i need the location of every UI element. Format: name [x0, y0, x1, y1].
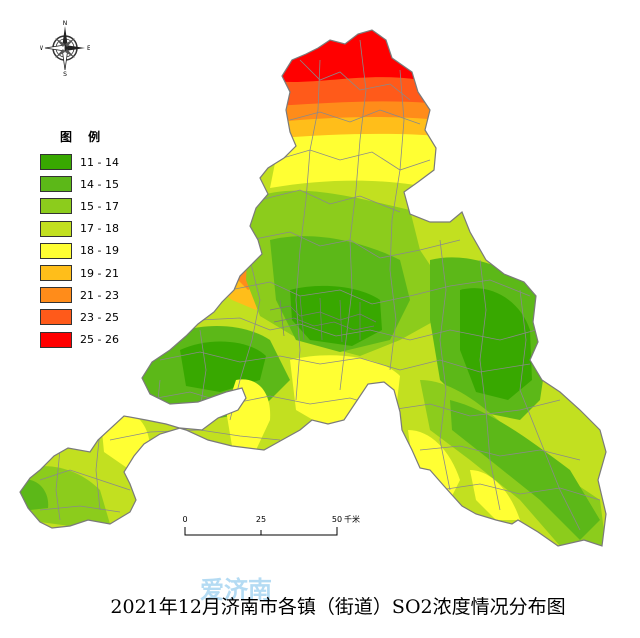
compass-north-point — [62, 26, 68, 48]
compass-east-point — [65, 45, 85, 51]
urban-core-boundaries — [269, 295, 377, 343]
legend-label: 18 - 19 — [80, 244, 119, 258]
legend-label: 17 - 18 — [80, 222, 119, 236]
legend-swatch — [40, 287, 72, 304]
scale-tick-label: 0 — [182, 515, 187, 524]
legend-item: 18 - 19 — [40, 240, 119, 262]
legend-swatch — [40, 198, 72, 215]
legend-label: 14 - 15 — [80, 177, 119, 191]
scale-tick-label: 25 — [256, 515, 266, 524]
legend-label: 23 - 25 — [80, 310, 119, 324]
compass-e-label: E — [87, 45, 90, 52]
watermark-logo: 爱济南 — [200, 576, 272, 604]
legend-label: 19 - 21 — [80, 266, 119, 280]
legend-swatch — [40, 176, 72, 193]
legend-label: 11 - 14 — [80, 155, 119, 169]
scale-tick-label: 50 — [332, 515, 342, 524]
compass-ne-point — [65, 38, 75, 47]
legend-item: 14 - 15 — [40, 173, 119, 195]
legend-swatch — [40, 220, 72, 237]
compass-se-point — [65, 49, 75, 58]
compass-s-label: S — [63, 71, 67, 76]
compass-rose: N S E W — [40, 20, 90, 76]
legend-item: 19 - 21 — [40, 262, 119, 284]
region-outline — [19, 29, 607, 547]
legend-item: 23 - 25 — [40, 306, 119, 328]
legend: 图 例 11 - 14 14 - 15 15 - 17 17 - 18 18 -… — [40, 128, 119, 351]
compass-west-point — [44, 44, 66, 52]
legend-item: 21 - 23 — [40, 284, 119, 306]
compass-sw-point — [55, 49, 65, 58]
legend-swatch — [40, 242, 72, 259]
map-title: 2021年12月济南市各镇（街道）SO2浓度情况分布图 — [110, 596, 566, 618]
legend-swatch — [40, 331, 72, 348]
legend-title: 图 例 — [60, 130, 107, 144]
legend-item: 15 - 17 — [40, 195, 119, 217]
compass-nw-point — [55, 38, 65, 47]
scale-line — [184, 527, 338, 536]
legend-label: 21 - 23 — [80, 288, 119, 302]
legend-item: 17 - 18 — [40, 218, 119, 240]
compass-w-label: W — [40, 45, 43, 52]
scale-unit: 千米 — [344, 514, 360, 524]
scale-bar: 0 25 50 千米 — [182, 514, 360, 536]
legend-item: 25 - 26 — [40, 329, 119, 351]
compass-n-label: N — [63, 20, 68, 27]
legend-label: 25 - 26 — [80, 333, 119, 347]
legend-swatch — [40, 265, 72, 282]
legend-swatch — [40, 309, 72, 326]
legend-swatch — [40, 154, 72, 171]
legend-item: 11 - 14 — [40, 151, 119, 173]
legend-label: 15 - 17 — [80, 199, 119, 213]
